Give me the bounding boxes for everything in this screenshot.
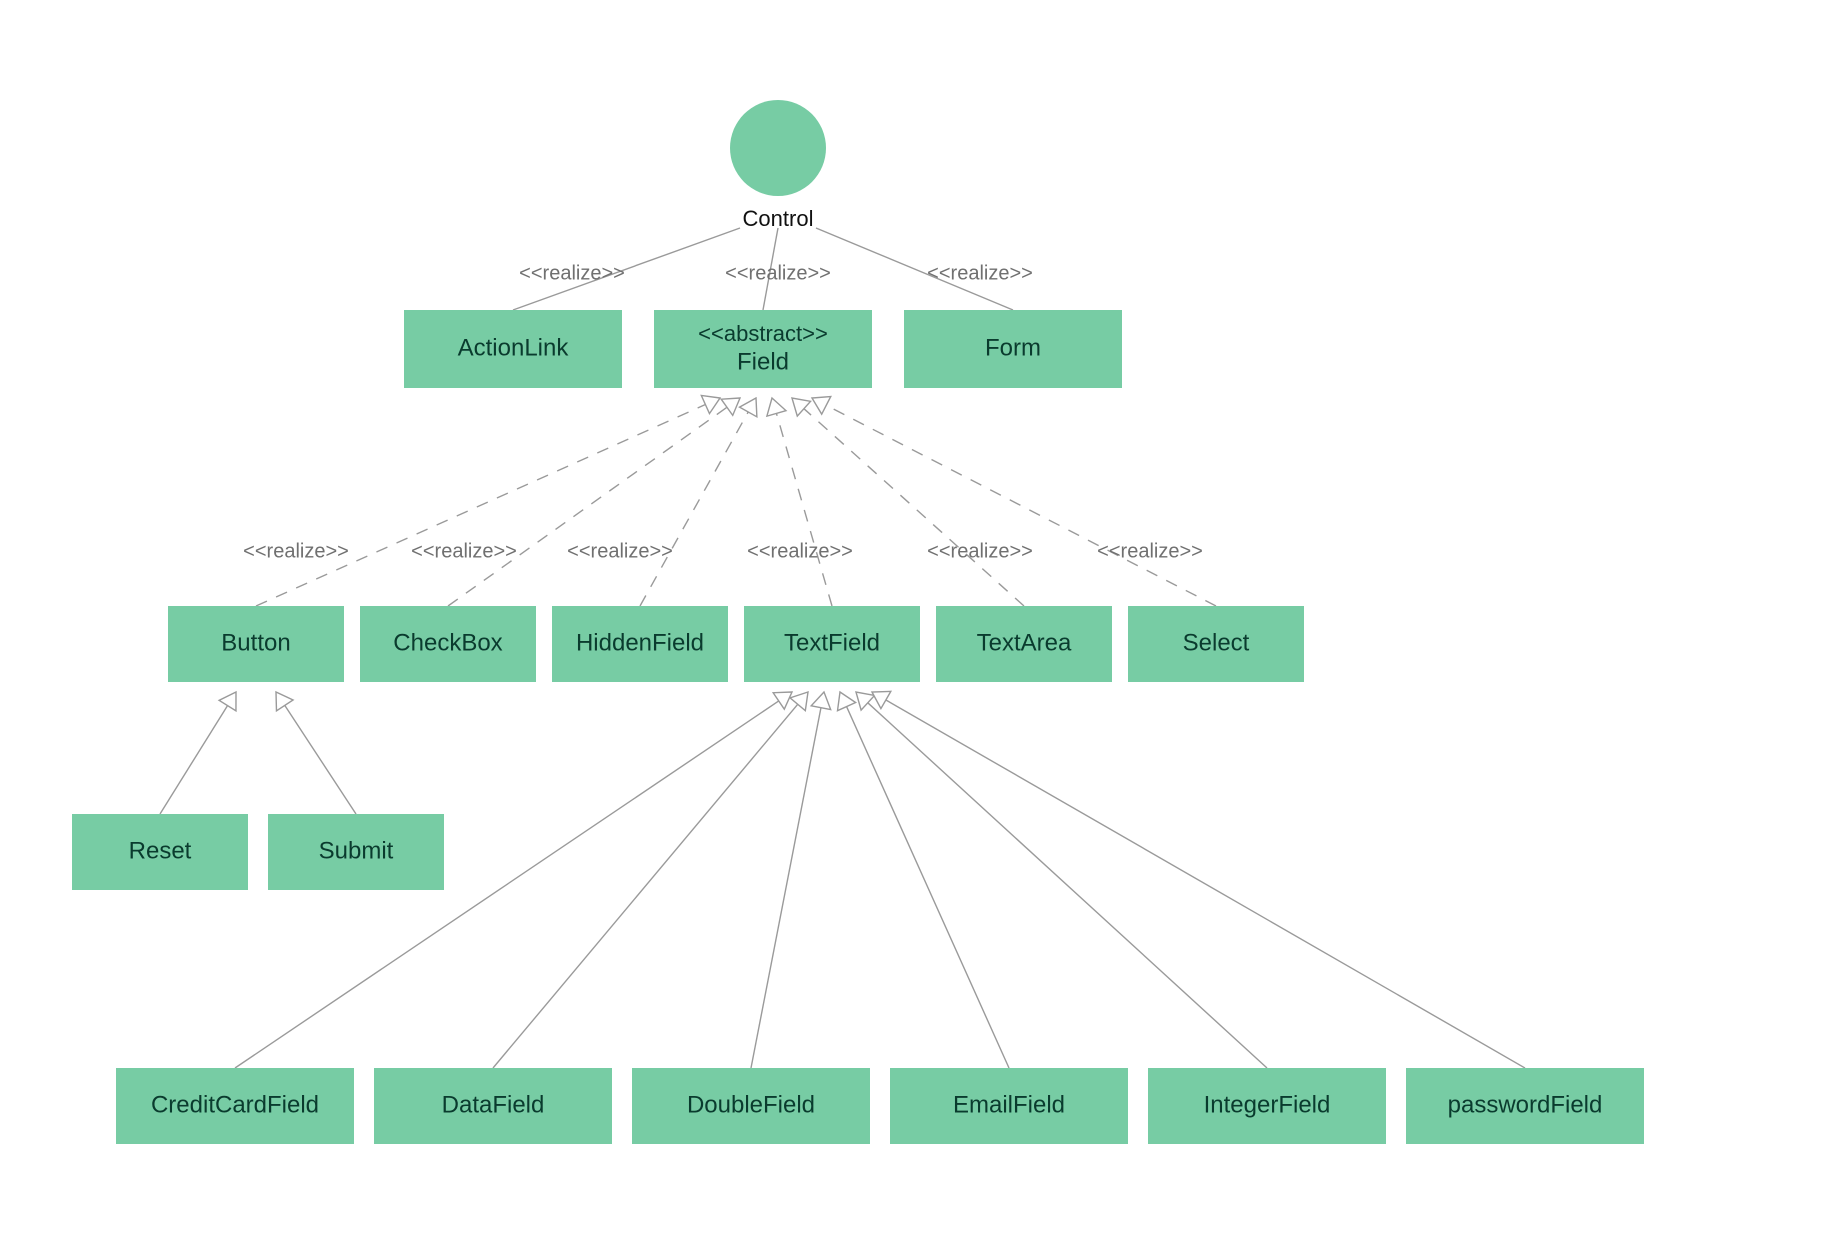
edge-label: <<realize>> [927,540,1033,562]
edge-label: <<realize>> [411,540,517,562]
node-label-passwordfield: passwordField [1448,1091,1603,1118]
edge-label: <<realize>> [927,262,1033,284]
node-label-button: Button [221,629,290,656]
node-label-textarea: TextArea [977,629,1072,656]
node-label-checkbox: CheckBox [393,629,502,656]
node-label-hiddenfield: HiddenField [576,629,704,656]
diagram-canvas: <<realize>> <<realize>> <<realize>> <<reali… [0,0,1838,1248]
node-label-actionlink: ActionLink [458,334,570,361]
node-label-textfield: TextField [784,629,880,656]
node-label-reset: Reset [129,837,192,864]
edge-label: <<realize>> [1097,540,1203,562]
node-label-top-field: <<abstract>> [698,321,828,346]
node-label-integerfield: IntegerField [1204,1091,1331,1118]
node-label-form: Form [985,334,1041,361]
node-label-creditcard: CreditCardField [151,1091,319,1118]
node-label-doublefield: DoubleField [687,1091,815,1118]
root-label: Control [743,206,814,231]
node-label-select: Select [1183,629,1250,656]
edge-label: <<realize>> [725,262,831,284]
edge-label: <<realize>> [519,262,625,284]
edge-label: <<realize>> [747,540,853,562]
node-label-datafield: DataField [442,1091,545,1118]
edge-label: <<realize>> [567,540,673,562]
root-circle [730,100,826,196]
node-label-submit: Submit [319,837,394,864]
edge-label: <<realize>> [243,540,349,562]
node-label-field: Field [737,348,789,375]
node-label-emailfield: EmailField [953,1091,1065,1118]
